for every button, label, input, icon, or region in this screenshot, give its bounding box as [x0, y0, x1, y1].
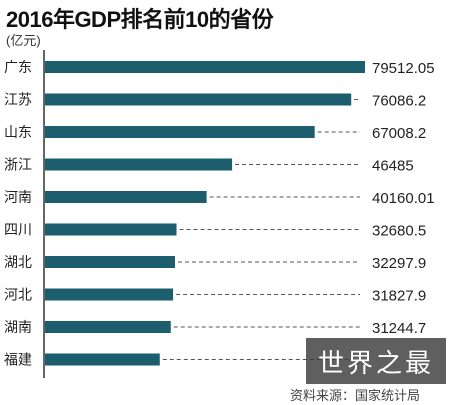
bar [45, 61, 365, 73]
bar [45, 158, 233, 171]
category-label: 福建 [4, 352, 32, 368]
bar [45, 191, 207, 203]
value-label: 79512.05 [372, 60, 435, 77]
unit-label: (亿元) [6, 33, 41, 48]
value-label: 31244.7 [372, 320, 426, 337]
bar [45, 93, 352, 106]
category-label: 山东 [4, 124, 32, 140]
value-label: 32680.5 [372, 223, 426, 240]
watermark: 世界之最 [306, 338, 446, 384]
category-label: 广东 [4, 59, 32, 75]
bar [45, 321, 171, 333]
category-label: 湖南 [4, 319, 32, 335]
bar [45, 353, 160, 366]
value-label: 67008.2 [372, 125, 426, 142]
value-label: 32297.9 [372, 255, 426, 272]
value-label: 40160.01 [372, 190, 435, 207]
category-label: 江苏 [4, 92, 32, 108]
value-label: 76086.2 [372, 93, 426, 110]
chart-title: 2016年GDP排名前10的省份 [6, 7, 274, 32]
bar [45, 256, 175, 268]
bar [45, 223, 177, 236]
source-note: 资料来源：国家统计局 [290, 388, 421, 403]
category-label: 湖北 [4, 254, 32, 270]
bar [45, 288, 174, 301]
category-label: 四川 [4, 222, 32, 238]
category-label: 河北 [4, 287, 32, 303]
bar [45, 126, 315, 138]
value-label: 31827.9 [372, 288, 426, 305]
category-label: 浙江 [4, 157, 32, 173]
value-label: 46485 [372, 158, 414, 175]
category-label: 河南 [4, 189, 32, 205]
